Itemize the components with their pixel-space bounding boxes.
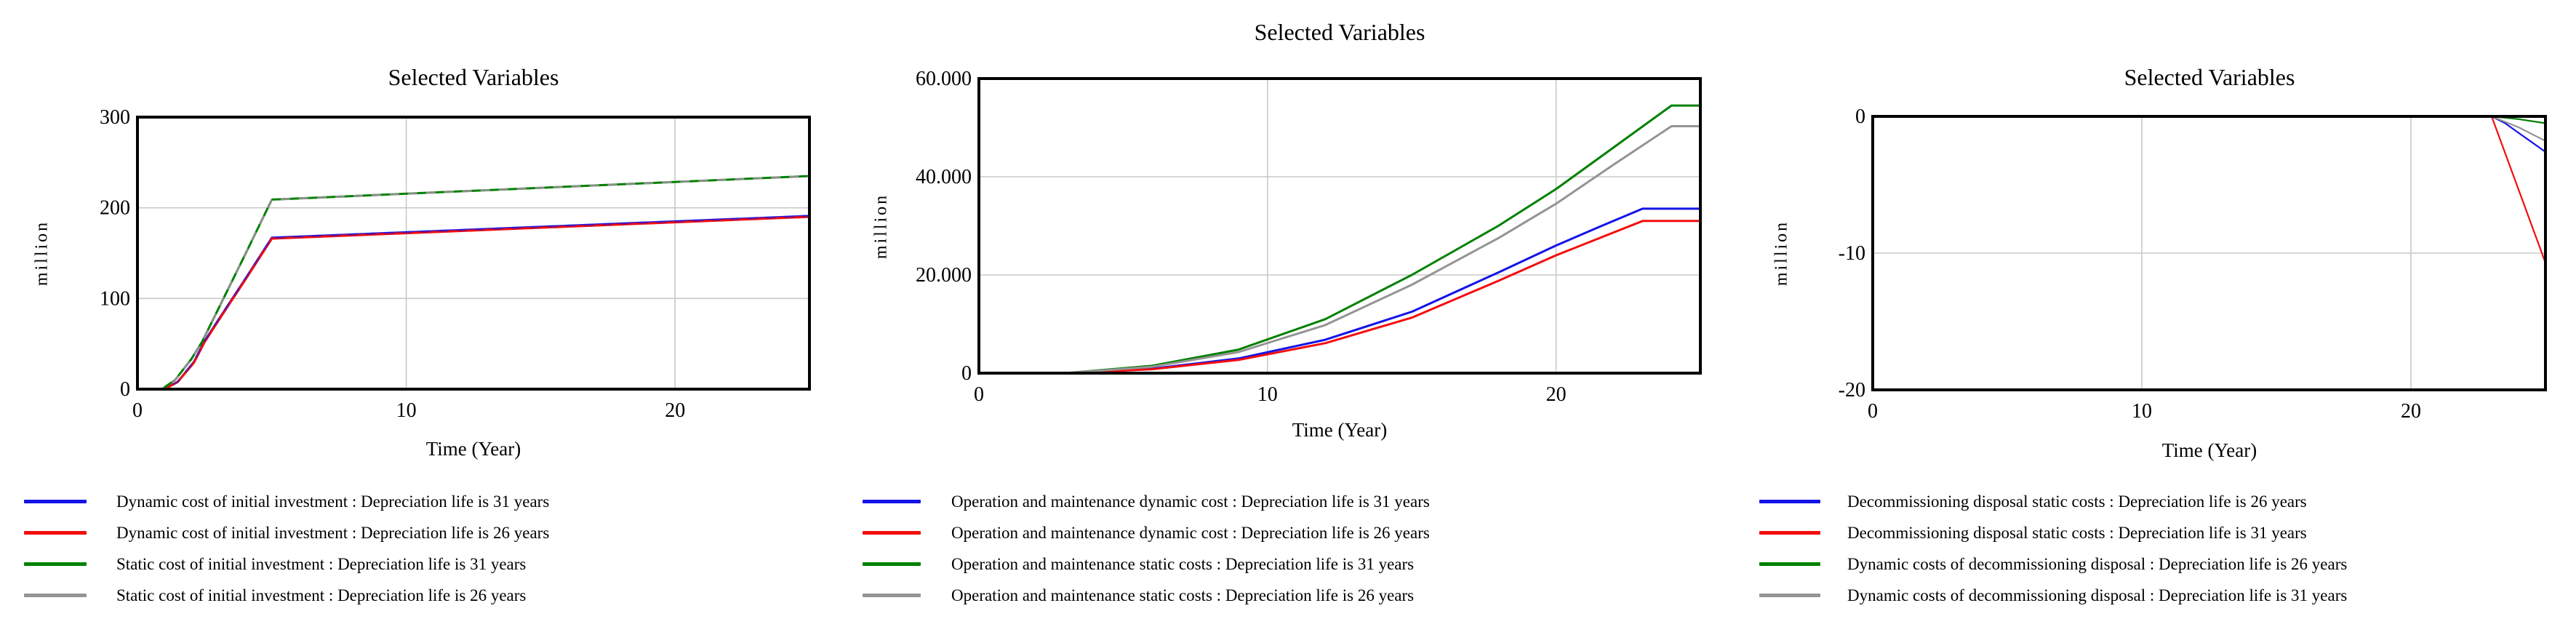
series-line (979, 220, 1700, 375)
x-axis-label: Time (Year) (425, 438, 521, 460)
chart-title: Selected Variables (1254, 19, 1425, 45)
legend: Decommissioning disposal static costs : … (1759, 486, 2347, 611)
x-tick-label: 10 (1257, 383, 1278, 406)
legend-row: Static cost of initial investment : Depr… (24, 580, 549, 611)
legend-row: Dynamic costs of decommissioning disposa… (1759, 580, 2347, 611)
legend-label: Static cost of initial investment : Depr… (116, 554, 527, 573)
legend-row: Operation and maintenance static costs :… (863, 580, 1430, 611)
series-line (1873, 115, 2547, 263)
chart-title: Selected Variables (388, 64, 559, 90)
y-tick-label: 0 (120, 378, 130, 401)
legend-line-swatch (863, 500, 921, 503)
x-axis-label: Time (Year) (2161, 439, 2257, 461)
legend-label: Decommissioning disposal static costs : … (1847, 492, 2307, 511)
legend-label: Dynamic cost of initial investment : Dep… (116, 492, 550, 511)
legend-line-swatch (863, 562, 921, 566)
legend-label: Dynamic costs of decommissioning disposa… (1847, 554, 2348, 573)
y-tick-label: 40.000 (916, 166, 972, 188)
y-tick-label: -10 (1839, 242, 1865, 265)
series-line (979, 207, 1700, 375)
legend-row: Operation and maintenance dynamic cost :… (863, 486, 1430, 517)
y-tick-label: 60.000 (916, 68, 972, 90)
x-tick-label: 0 (974, 383, 984, 406)
x-tick-label: 0 (132, 399, 143, 422)
legend-row: Operation and maintenance static costs :… (863, 548, 1430, 580)
legend-line-swatch (1759, 594, 1820, 597)
series-line (137, 175, 810, 391)
legend-row: Decommissioning disposal static costs : … (1759, 486, 2347, 517)
x-tick-label: 10 (396, 399, 417, 422)
series-line (979, 125, 1700, 375)
legend-label: Operation and maintenance dynamic cost :… (951, 492, 1430, 511)
legend-label: Operation and maintenance dynamic cost :… (951, 523, 1430, 542)
x-tick-label: 20 (1546, 383, 1567, 406)
series-line (137, 215, 810, 391)
x-tick-label: 20 (665, 399, 685, 422)
y-tick-label: 20.000 (916, 264, 972, 287)
legend-line-swatch (863, 531, 921, 535)
plot-border (977, 77, 1702, 375)
legend-row: Static cost of initial investment : Depr… (24, 548, 549, 580)
y-tick-label: -20 (1839, 379, 1865, 402)
x-tick-label: 10 (2132, 400, 2152, 423)
x-tick-label: 20 (2401, 400, 2421, 423)
legend-label: Dynamic cost of initial investment : Dep… (116, 523, 550, 542)
legend: Dynamic cost of initial investment : Dep… (24, 486, 549, 611)
legend-row: Operation and maintenance dynamic cost :… (863, 517, 1430, 548)
y-tick-label: 100 (100, 287, 130, 310)
legend-line-swatch (863, 594, 921, 597)
y-tick-label: 300 (100, 106, 130, 129)
legend-row: Dynamic cost of initial investment : Dep… (24, 486, 549, 517)
legend-label: Dynamic costs of decommissioning disposa… (1847, 586, 2348, 604)
legend-row: Dynamic costs of decommissioning disposa… (1759, 548, 2347, 580)
series-line (979, 104, 1700, 375)
legend-line-swatch (1759, 531, 1820, 535)
series-line (137, 215, 810, 391)
y-tick-label: 0 (1855, 105, 1865, 128)
y-tick-label: 0 (961, 362, 972, 385)
x-tick-label: 0 (1868, 400, 1878, 423)
series-line (1873, 115, 2546, 153)
y-axis-label: million (32, 220, 52, 287)
series-line (1873, 115, 2546, 142)
legend-line-swatch (24, 562, 87, 566)
legend-label: Static cost of initial investment : Depr… (116, 586, 527, 604)
y-tick-label: 200 (100, 197, 130, 220)
y-axis-label: million (1772, 220, 1791, 287)
x-axis-label: Time (Year) (1292, 419, 1388, 441)
legend-label: Decommissioning disposal static costs : … (1847, 523, 2307, 542)
legend-label: Operation and maintenance static costs :… (951, 586, 1415, 604)
legend-line-swatch (24, 531, 87, 535)
legend-label: Operation and maintenance static costs :… (951, 554, 1415, 573)
legend-line-swatch (24, 594, 87, 597)
y-axis-label: million (871, 193, 891, 260)
legend-line-swatch (1759, 500, 1820, 503)
chart-title: Selected Variables (2124, 64, 2295, 90)
plot-border (1871, 115, 2547, 391)
legend-line-swatch (1759, 562, 1820, 566)
legend-line-swatch (24, 500, 87, 503)
legend-row: Decommissioning disposal static costs : … (1759, 517, 2347, 548)
legend-row: Dynamic cost of initial investment : Dep… (24, 517, 549, 548)
legend: Operation and maintenance dynamic cost :… (863, 486, 1430, 611)
series-line (137, 215, 810, 391)
plot-border (136, 116, 811, 391)
